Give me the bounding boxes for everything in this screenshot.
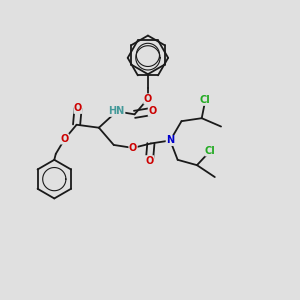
Text: Cl: Cl	[205, 146, 216, 156]
Text: O: O	[145, 156, 154, 166]
Text: O: O	[148, 106, 157, 116]
Text: O: O	[74, 103, 82, 113]
Text: O: O	[129, 143, 137, 153]
Text: Cl: Cl	[200, 95, 211, 105]
Text: N: N	[166, 136, 174, 146]
Text: O: O	[144, 94, 152, 104]
Text: HN: HN	[109, 106, 125, 116]
Text: O: O	[61, 134, 69, 144]
